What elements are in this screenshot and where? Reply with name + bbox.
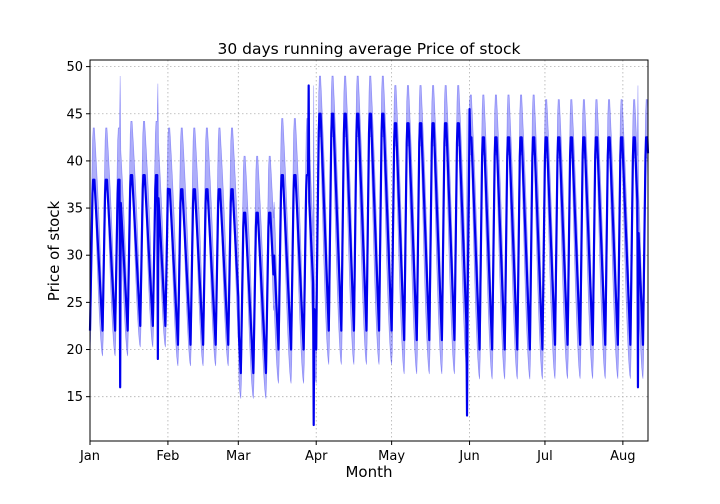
- y-axis-title: Price of stock: [45, 200, 63, 301]
- series-line: [88, 84, 650, 427]
- y-tick-label: 45: [66, 107, 83, 122]
- y-tick-label: 15: [66, 390, 83, 405]
- average-line: [88, 84, 650, 427]
- y-axis: 15 20 25 30 35 40 45 50: [66, 60, 90, 405]
- x-tick-label: Jun: [458, 449, 479, 464]
- y-tick-label: 25: [66, 296, 83, 311]
- plot-frame: [89, 59, 649, 442]
- grid: [89, 60, 648, 441]
- x-tick-label: Apr: [305, 449, 328, 464]
- x-tick-label: Feb: [156, 449, 179, 464]
- x-axis: Jan Feb Mar Apr May Jun Jul Aug: [79, 441, 636, 464]
- x-tick-label: Aug: [610, 449, 635, 464]
- y-tick-label: 20: [66, 343, 83, 358]
- y-tick-label: 50: [66, 60, 83, 75]
- y-tick-label: 40: [66, 154, 83, 169]
- y-tick-label: 35: [66, 202, 83, 217]
- y-tick-label: 30: [66, 249, 83, 264]
- x-axis-title: Month: [345, 463, 392, 481]
- x-tick-label: May: [378, 449, 405, 464]
- x-tick-label: Mar: [226, 449, 251, 464]
- x-tick-label: Jan: [79, 449, 100, 464]
- chart-title: 30 days running average Price of stock: [217, 40, 520, 58]
- x-tick-label: Jul: [536, 449, 553, 464]
